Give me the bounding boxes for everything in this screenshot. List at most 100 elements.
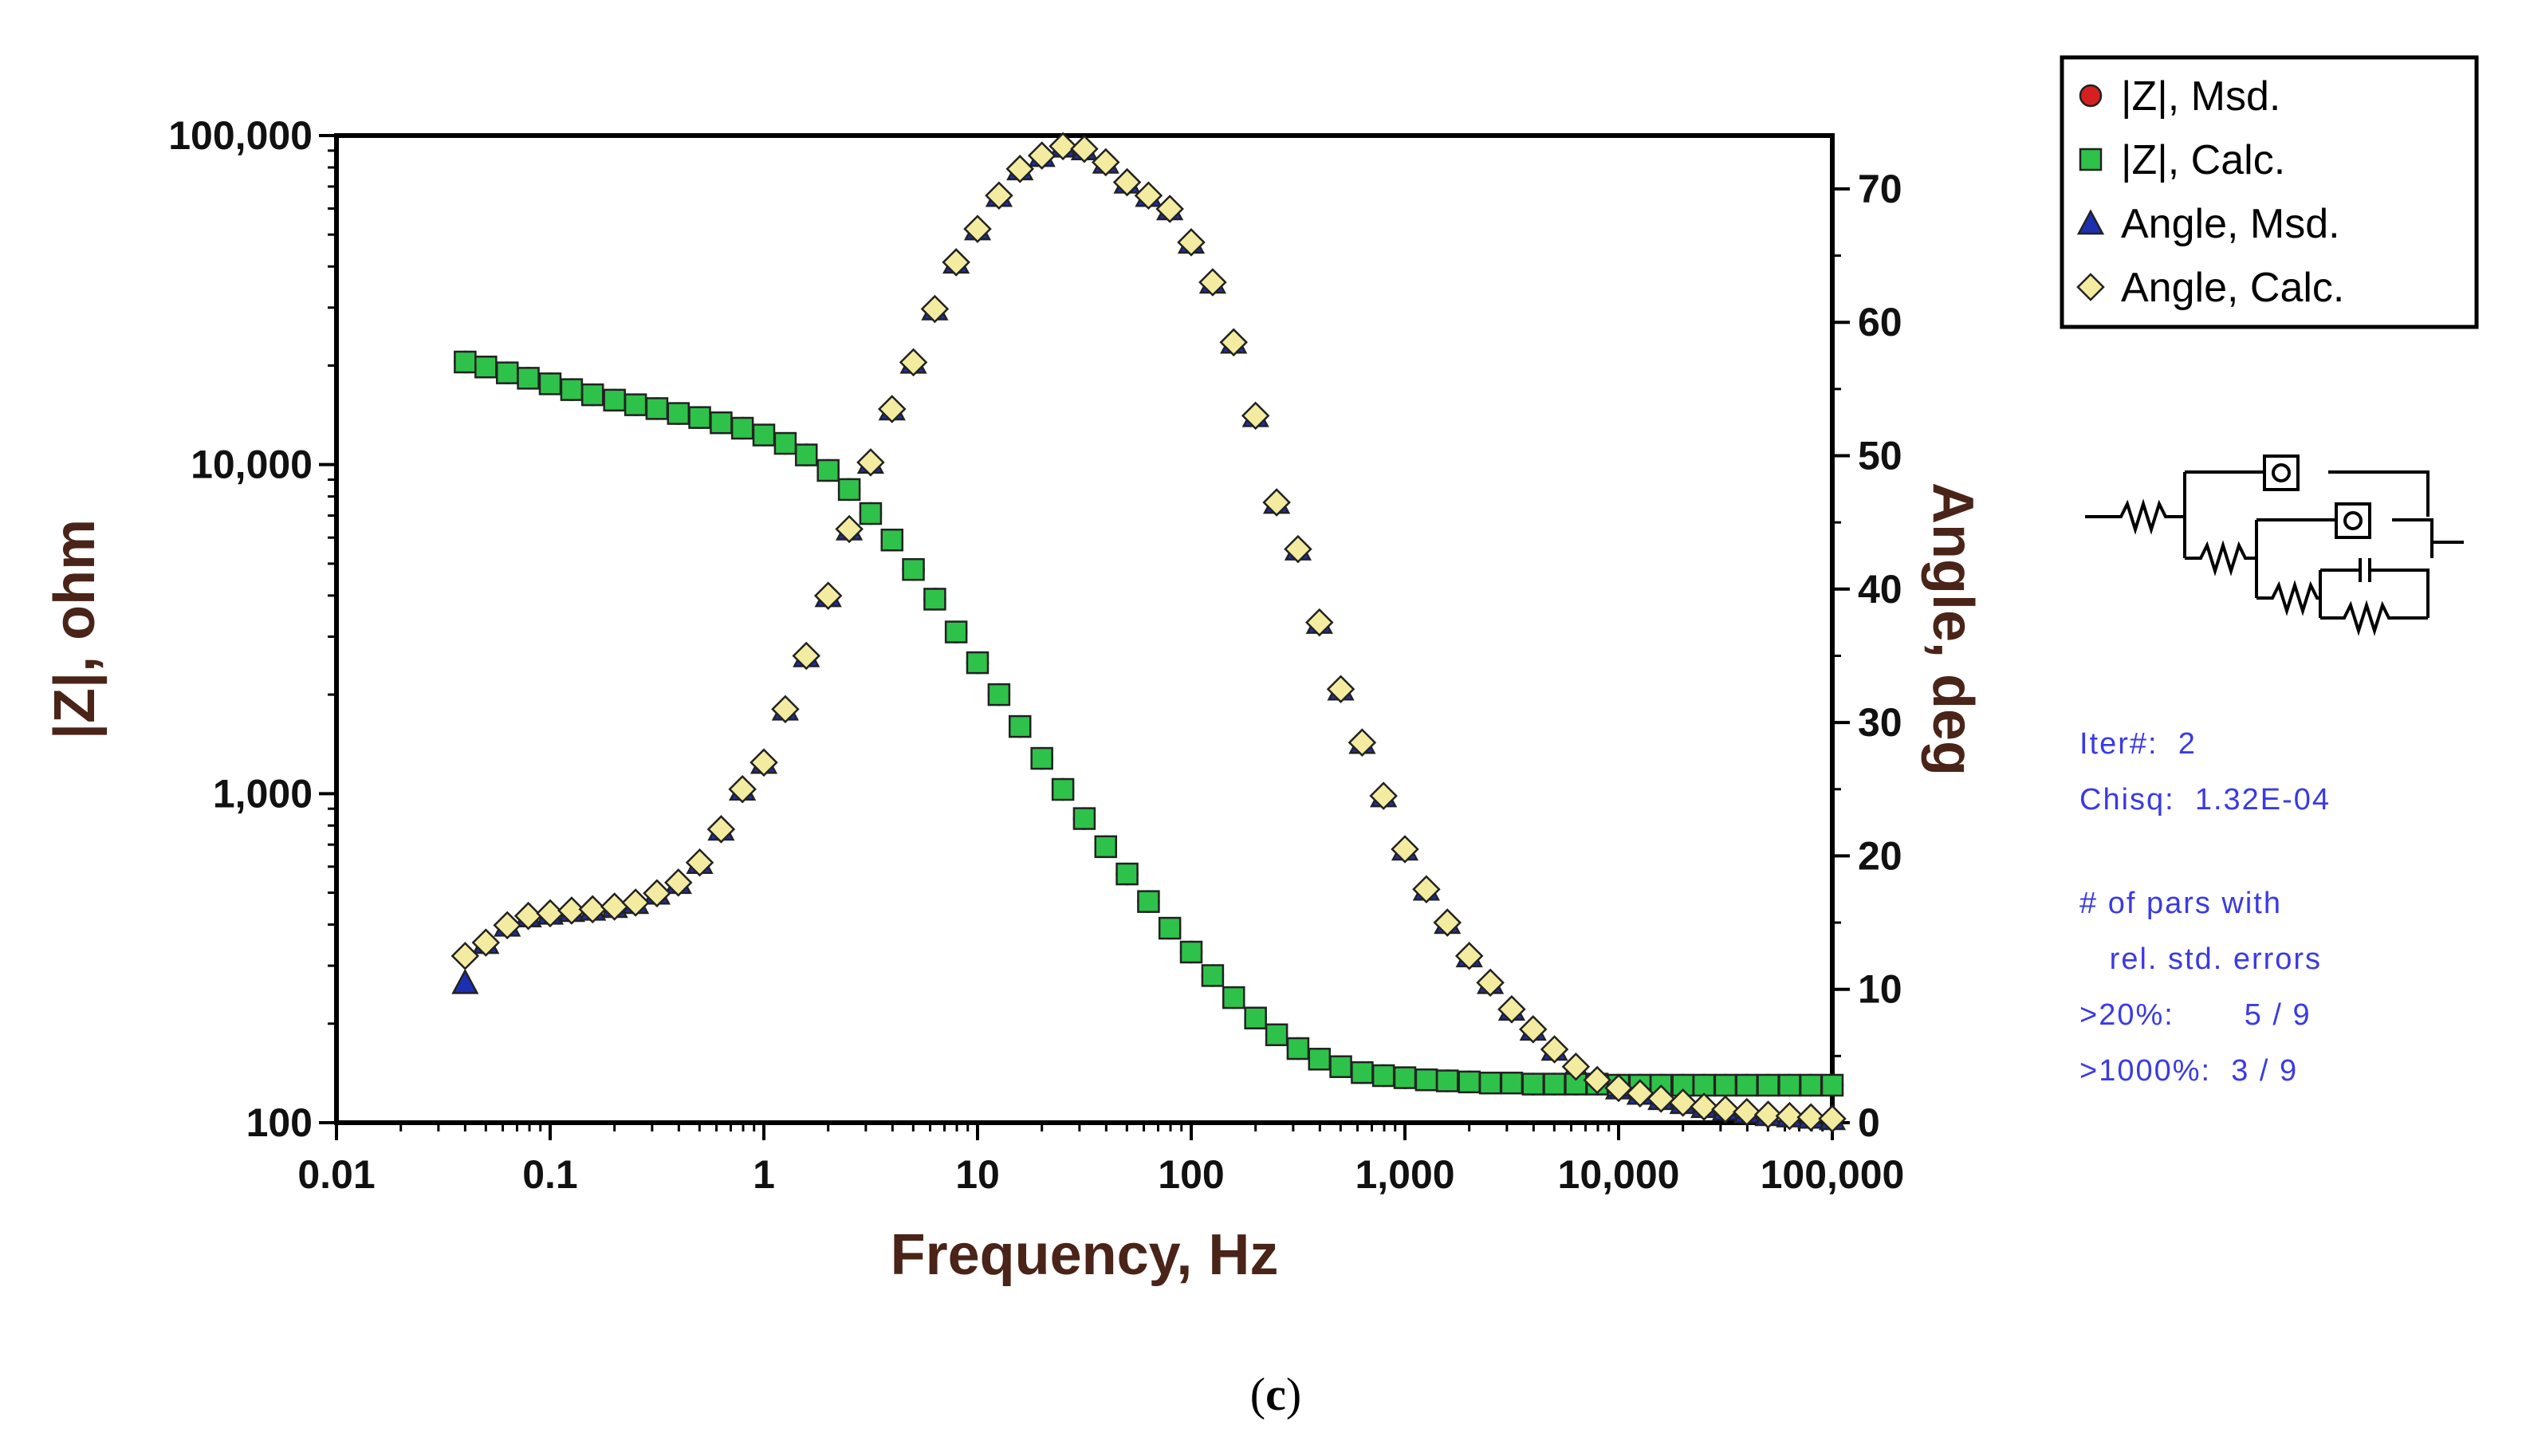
y-left-tick-label: 10,000 [191, 443, 313, 487]
data-point [816, 458, 840, 482]
data-point [1070, 134, 1099, 163]
data-point [667, 402, 691, 425]
data-point [1775, 1101, 1804, 1131]
data-point [1690, 1092, 1718, 1121]
data-point [538, 372, 562, 395]
y-right-tick-label: 60 [1858, 300, 1902, 344]
data-point [560, 378, 584, 401]
y-right-tick-label: 50 [1858, 434, 1902, 478]
data-point [856, 448, 885, 477]
data-point [1008, 714, 1032, 738]
pars-with-errors-text: # of pars with [2079, 887, 2282, 920]
data-point [603, 388, 626, 412]
figure-caption: (c) [1249, 1368, 1302, 1420]
data-point [1561, 1052, 1591, 1081]
data-point [580, 383, 604, 407]
data-point [1521, 1072, 1545, 1096]
y-left-tick-label: 100,000 [168, 113, 313, 158]
iter-number-text: Iter#: 2 [2079, 727, 2197, 761]
data-point [1711, 1095, 1740, 1124]
data-point [450, 942, 480, 970]
data-point [474, 355, 498, 379]
data-point [1414, 1068, 1438, 1092]
x-tick-label: 0.01 [297, 1152, 375, 1197]
data-point [963, 214, 992, 243]
data-point [578, 895, 608, 924]
series-2 [451, 132, 1847, 1131]
data-point [730, 416, 754, 440]
data-point [1265, 1023, 1289, 1046]
data-point [1262, 488, 1291, 517]
data-point [1757, 1073, 1780, 1097]
data-point [454, 350, 477, 374]
legend-marker [2076, 209, 2105, 235]
data-point [1326, 675, 1355, 704]
legend-marker [2079, 148, 2103, 171]
legend-marker [2076, 273, 2105, 301]
x-tick-label: 10 [955, 1152, 1000, 1197]
data-point [752, 423, 776, 447]
data-point [1778, 1073, 1801, 1097]
data-point [792, 641, 821, 671]
y-right-tick-label: 70 [1858, 167, 1902, 211]
data-point [1244, 1006, 1267, 1029]
x-tick-label: 100,000 [1761, 1152, 1905, 1197]
data-point [1820, 1073, 1844, 1097]
equivalent-circuit-diagram [2085, 455, 2464, 636]
data-point [1604, 1073, 1633, 1103]
data-point [878, 395, 907, 423]
data-point [923, 588, 946, 611]
data-point [1458, 1070, 1481, 1094]
data-point [1155, 195, 1184, 223]
y-left-tick-label: 1,000 [213, 771, 313, 816]
data-point [1219, 328, 1249, 357]
data-point [536, 899, 565, 928]
data-point [944, 620, 968, 643]
data-point [1030, 746, 1053, 770]
data-point [899, 348, 928, 377]
data-point [451, 968, 479, 994]
series-3 [450, 132, 1847, 1133]
x-axis-label: Frequency, Hz [891, 1223, 1279, 1287]
data-point [1713, 1073, 1737, 1097]
data-point [1005, 155, 1035, 183]
data-point [643, 879, 671, 908]
data-point [1049, 132, 1077, 161]
data-point [1369, 781, 1398, 810]
series-1 [454, 350, 1844, 1097]
data-point [750, 748, 778, 777]
data-point [621, 888, 650, 917]
data-point [495, 361, 519, 384]
data-point [1115, 862, 1139, 886]
data-point [1072, 807, 1096, 830]
chisq-text: Chisq: 1.32E-04 [2079, 783, 2331, 817]
y-left-tick-label: 100 [246, 1100, 313, 1145]
data-point [1454, 942, 1484, 970]
data-point [517, 367, 540, 390]
data-point [706, 815, 736, 844]
data-point [1393, 1066, 1417, 1089]
data-point [1351, 1061, 1374, 1084]
y-axis-left-label: |Z|, ohm [43, 519, 107, 739]
data-point [1668, 1088, 1698, 1117]
data-point [1051, 777, 1075, 801]
data-point [1094, 835, 1118, 859]
data-point [1348, 728, 1377, 757]
legend-label: Angle, Msd. [2121, 201, 2340, 247]
data-point [1092, 148, 1120, 177]
data-point [1543, 1072, 1566, 1096]
data-point [1134, 181, 1163, 211]
data-point [920, 294, 950, 324]
errors-over-1000pct-text: >1000%: 3 / 9 [2079, 1054, 2299, 1088]
data-point [942, 248, 970, 277]
data-point [880, 528, 904, 552]
data-point [859, 502, 883, 525]
data-point [1583, 1065, 1611, 1095]
data-point [1158, 916, 1182, 940]
data-point [1371, 1064, 1395, 1088]
data-point [1626, 1079, 1654, 1108]
data-point [987, 683, 1011, 706]
data-point [985, 181, 1013, 211]
data-point [1179, 940, 1203, 964]
data-point [1391, 835, 1419, 864]
